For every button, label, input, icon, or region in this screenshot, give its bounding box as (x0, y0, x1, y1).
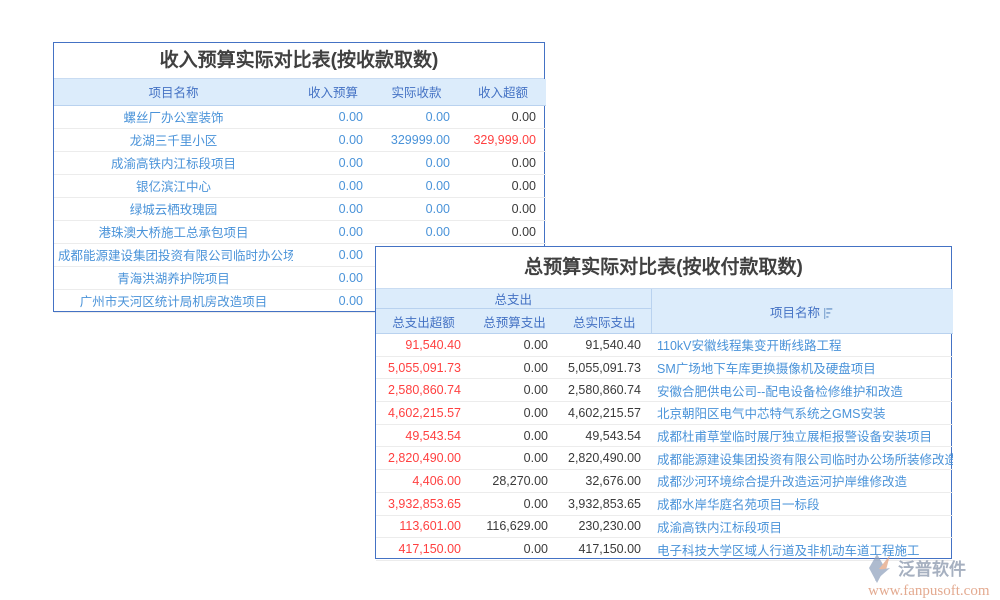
svg-text:www.fanpusoft.com: www.fanpusoft.com (868, 583, 990, 599)
svg-text:泛普软件: 泛普软件 (898, 559, 966, 579)
